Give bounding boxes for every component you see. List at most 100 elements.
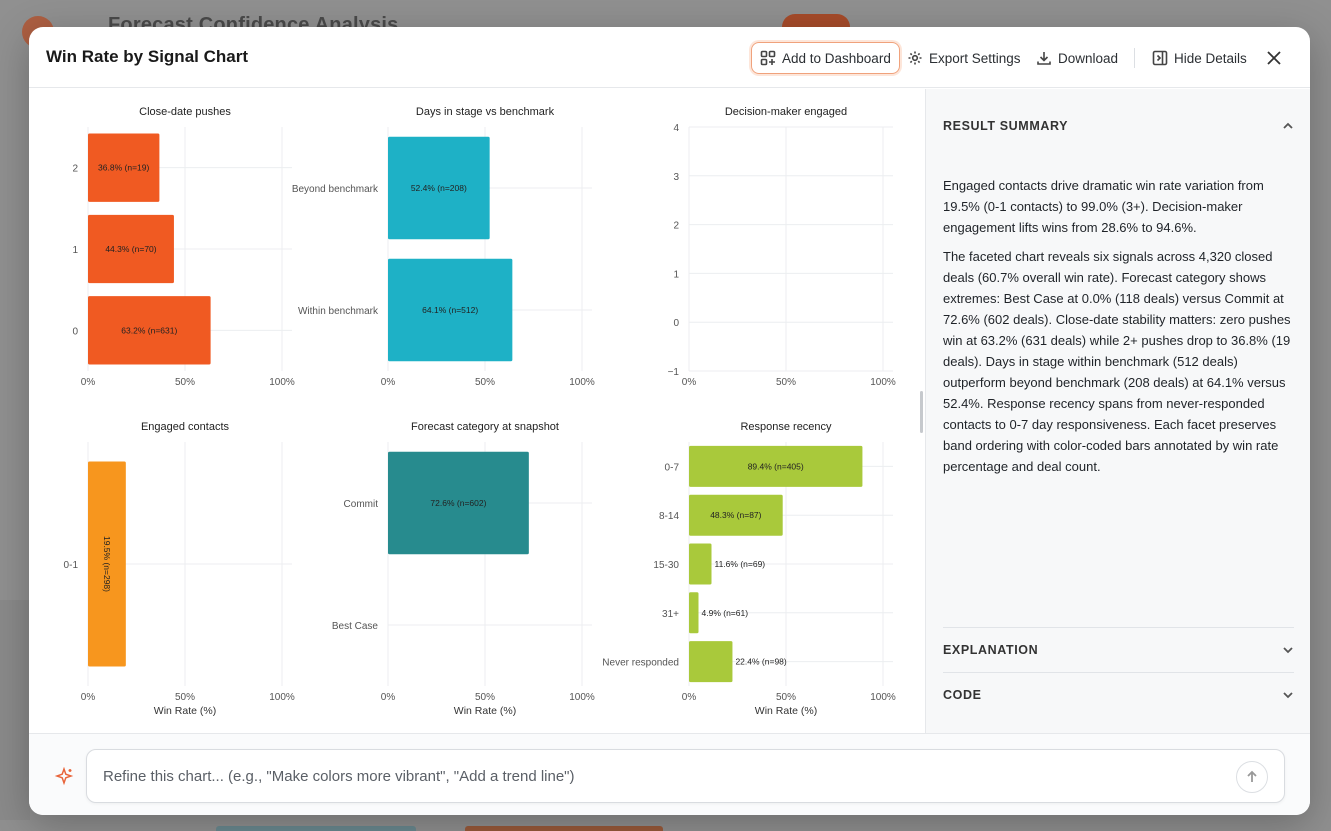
- result-summary-label: RESULT SUMMARY: [943, 119, 1069, 133]
- x-tick-label: 50%: [776, 692, 796, 703]
- y-tick-label: −1: [668, 367, 680, 378]
- background-sidebar: [0, 600, 30, 820]
- background-strip: [216, 826, 416, 831]
- bar: [689, 494, 783, 536]
- download-icon: [1037, 52, 1051, 65]
- bar: [689, 592, 699, 634]
- modal-title: Win Rate by Signal Chart: [46, 47, 248, 66]
- dashboard-add-icon: [760, 50, 776, 66]
- x-tick-label: 50%: [175, 377, 195, 388]
- x-tick-label: 100%: [569, 692, 595, 703]
- category-label: 0-7: [665, 462, 680, 473]
- bar-value-label: 64.1% (n=512): [422, 305, 478, 315]
- summary-paragraph: The faceted chart reveals six signals ac…: [943, 249, 1291, 474]
- header-divider: [1134, 48, 1135, 68]
- refine-input-box: [86, 749, 1285, 803]
- x-tick-label: 50%: [475, 692, 495, 703]
- refine-input[interactable]: [103, 750, 1223, 802]
- bar: [88, 133, 160, 202]
- download-label: Download: [1058, 50, 1119, 66]
- modal-header: Win Rate by Signal Chart Add to Dashboar…: [29, 27, 1310, 88]
- bar-value-label: 44.3% (n=70): [105, 244, 156, 254]
- x-tick-label: 100%: [870, 692, 896, 703]
- facet-title: Close-date pushes: [139, 106, 231, 118]
- bar: [388, 258, 513, 362]
- x-tick-label: 100%: [569, 377, 595, 388]
- bar: [689, 543, 712, 585]
- bar: [388, 451, 529, 555]
- bar-value-label: 72.6% (n=602): [430, 498, 486, 508]
- add-to-dashboard-label: Add to Dashboard: [782, 50, 891, 66]
- chart-modal: Win Rate by Signal Chart Add to Dashboar…: [29, 27, 1310, 815]
- x-tick-label: 100%: [269, 692, 295, 703]
- chevron-down-icon: [1283, 647, 1293, 654]
- bar-value-label: 4.9% (n=61): [702, 608, 749, 618]
- bar-value-label: 52.4% (n=208): [411, 183, 467, 193]
- bar-value-label: 19.5% (n=298): [102, 536, 112, 592]
- explanation-header[interactable]: EXPLANATION: [943, 643, 1294, 657]
- x-tick-label: 0%: [682, 692, 697, 703]
- x-tick-label: 0%: [381, 692, 396, 703]
- export-settings-label: Export Settings: [929, 50, 1021, 66]
- summary-paragraph: Engaged contacts drive dramatic win rate…: [943, 178, 1264, 235]
- refine-footer: [29, 733, 1310, 815]
- download-button[interactable]: Download: [1028, 42, 1126, 74]
- category-label: Best Case: [332, 621, 379, 632]
- category-label: 0: [72, 326, 78, 337]
- x-axis-title: Win Rate (%): [454, 705, 516, 717]
- bar: [689, 445, 863, 487]
- y-tick-label: 2: [673, 221, 679, 232]
- bar: [689, 641, 733, 683]
- close-button[interactable]: [1263, 47, 1285, 69]
- hide-details-label: Hide Details: [1174, 50, 1247, 66]
- facet-title: Forecast category at snapshot: [411, 421, 559, 433]
- category-label: 2: [72, 164, 78, 175]
- details-panel: RESULT SUMMARY Engaged contacts drive dr…: [925, 89, 1310, 733]
- x-tick-label: 0%: [381, 377, 396, 388]
- result-summary-header[interactable]: RESULT SUMMARY: [943, 119, 1294, 133]
- category-label: Commit: [344, 499, 379, 510]
- facet-title: Days in stage vs benchmark: [416, 106, 555, 118]
- x-tick-label: 50%: [776, 377, 796, 388]
- code-header[interactable]: CODE: [943, 688, 1294, 702]
- category-label: 31+: [662, 609, 679, 620]
- category-label: Within benchmark: [298, 306, 379, 317]
- send-button[interactable]: [1236, 761, 1268, 793]
- bar-value-label: 89.4% (n=405): [748, 461, 804, 471]
- export-settings-button[interactable]: Export Settings: [899, 42, 1029, 74]
- chevron-down-icon: [1283, 692, 1293, 699]
- add-to-dashboard-button[interactable]: Add to Dashboard: [751, 42, 900, 74]
- chart-scrollbar[interactable]: [920, 391, 923, 433]
- close-icon: [1267, 51, 1281, 65]
- section-divider: [943, 627, 1294, 628]
- hide-details-button[interactable]: Hide Details: [1144, 42, 1255, 74]
- facet-title: Response recency: [740, 421, 832, 433]
- category-label: 8-14: [659, 511, 679, 522]
- arrow-up-icon: [1247, 770, 1257, 782]
- gear-icon: [908, 51, 922, 65]
- x-tick-label: 0%: [81, 692, 96, 703]
- section-divider: [943, 672, 1294, 673]
- x-axis-title: Win Rate (%): [154, 705, 216, 717]
- chevron-up-icon: [1283, 122, 1293, 129]
- bar-value-label: 22.4% (n=98): [735, 657, 786, 667]
- bar-value-label: 11.6% (n=69): [715, 559, 766, 569]
- bar: [88, 296, 211, 365]
- bar: [88, 214, 174, 284]
- x-tick-label: 50%: [475, 377, 495, 388]
- bar-value-label: 48.3% (n=87): [710, 510, 761, 520]
- facet-title: Decision-maker engaged: [725, 106, 847, 118]
- y-tick-label: 1: [673, 269, 679, 280]
- y-tick-label: 3: [673, 172, 679, 183]
- bar: [88, 461, 126, 667]
- category-label: 0-1: [64, 560, 79, 571]
- x-tick-label: 0%: [682, 377, 697, 388]
- sparkle-icon: [54, 766, 74, 787]
- category-label: 1: [72, 245, 78, 256]
- x-tick-label: 100%: [269, 377, 295, 388]
- bar: [388, 136, 490, 240]
- result-summary-text: Engaged contacts drive dramatic win rate…: [943, 175, 1298, 485]
- category-label: Beyond benchmark: [292, 184, 379, 195]
- explanation-label: EXPLANATION: [943, 643, 1039, 657]
